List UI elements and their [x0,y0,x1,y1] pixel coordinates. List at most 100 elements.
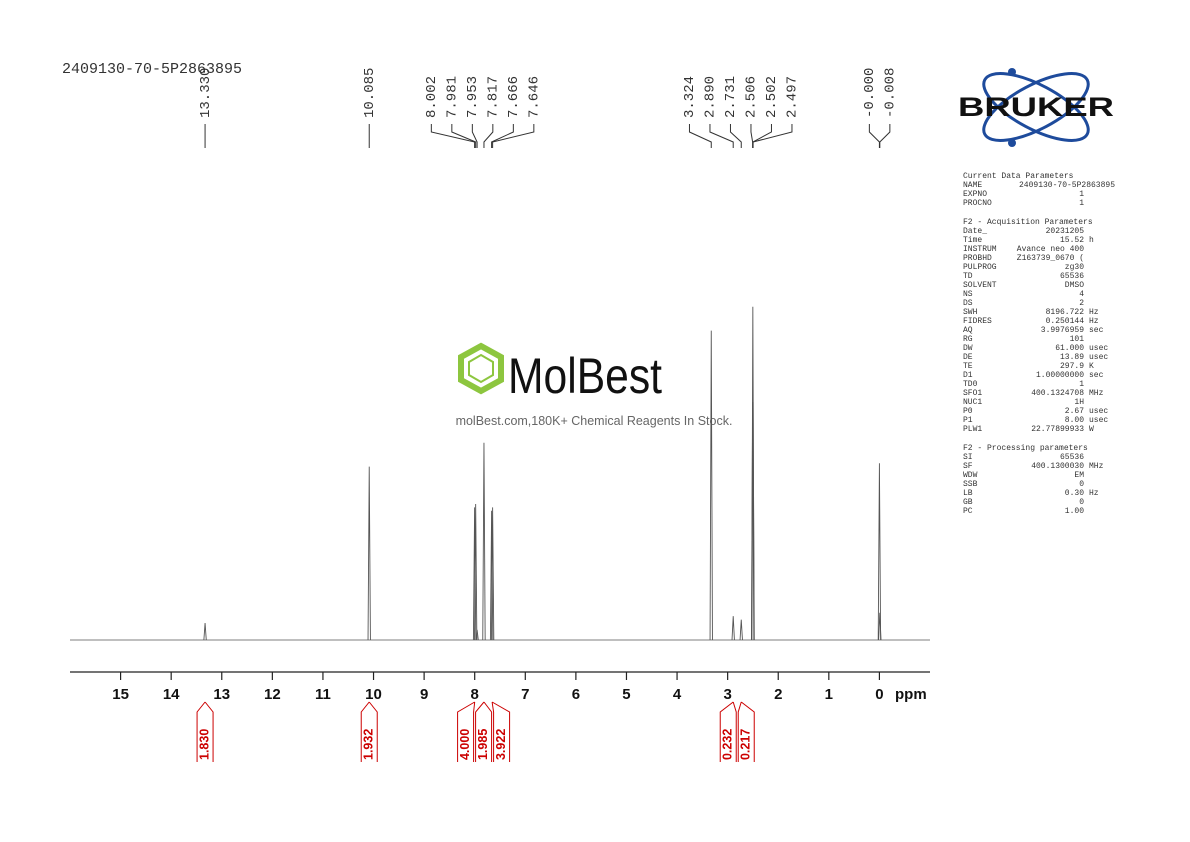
x-tick-label: 9 [420,686,428,703]
parameter-unit: MHz [1089,462,1104,471]
peak [878,612,882,641]
peak-connector [729,124,742,148]
peak-connector [471,124,478,148]
peak-label: -0.000 [862,68,878,118]
x-tick-label: 10 [365,686,382,703]
parameter-unit: Hz [1089,489,1099,498]
parameter-value: 101 [1070,335,1085,344]
parameter-key: INSTRUM [963,245,997,254]
peak [731,616,735,641]
peak-connector [483,124,494,148]
peak [877,463,882,641]
peak-connector [492,124,535,148]
peak-connector [879,124,891,148]
x-tick-label: 2 [774,686,782,703]
parameter-value: 0.30 [1065,489,1084,498]
parameter-key: D1 [963,371,973,380]
parameter-unit: Hz [1089,317,1099,326]
peak-connector [688,124,712,148]
x-tick-label: 12 [264,686,281,703]
parameter-unit: usec [1089,353,1108,362]
logo-orbit [982,72,1090,142]
watermark-name: MolBest [508,348,662,404]
x-tick-label: 6 [572,686,580,703]
x-tick-label: 11 [315,686,331,703]
parameter-value: 15.52 [1060,236,1084,245]
parameter-value: DMSO [1065,281,1084,290]
parameter-value: 65536 [1060,453,1084,462]
integral-label: 0.217 [739,729,753,760]
peak-label: 7.666 [506,76,522,118]
watermark-icon [458,342,504,395]
parameter-key: GB [963,498,973,507]
peak [482,442,486,641]
parameter-key: NAME [963,181,982,190]
integral-label: 0.232 [721,729,735,760]
parameter-section-title: F2 - Processing parameters [963,444,1088,453]
x-tick-label: 15 [112,686,129,703]
x-tick-label: 7 [521,686,529,703]
parameter-key: EXPNO [963,190,987,199]
parameter-value: 0 [1079,480,1084,489]
x-tick-label: 4 [673,686,682,703]
parameter-unit: usec [1089,416,1108,425]
parameter-key: Date_ [963,227,987,236]
integral-bracket [196,701,214,762]
x-tick-label: 0 [875,686,883,703]
peak [475,629,479,641]
peak-connector [709,124,734,148]
parameter-value: 297.9 [1060,362,1084,371]
parameter-key: WDW [963,471,978,480]
parameter-value: 2409130-70-5P2863895 [1019,181,1115,190]
peak-label: 2.497 [785,76,801,118]
parameter-value: 1.00 [1065,507,1084,516]
parameter-value: 1.00000000 [1036,371,1084,380]
parameter-value: 2.67 [1065,407,1084,416]
peak-label: 2.506 [744,76,760,118]
parameter-value: 1 [1079,190,1084,199]
parameter-value: 61.000 [1055,344,1084,353]
parameter-key: Time [963,236,982,245]
parameter-key: SI [963,453,973,462]
x-axis-label: ppm [895,686,927,703]
parameter-value: Z163739_0670 ( [1017,254,1084,263]
peak [203,622,207,641]
parameter-key: LB [963,489,973,498]
peak [474,503,478,641]
peak [367,466,371,641]
parameter-unit: K [1089,362,1094,371]
parameter-unit: usec [1089,344,1108,353]
parameter-key: DS [963,299,973,308]
parameter-section-title: F2 - Acquisition Parameters [963,218,1093,227]
brand-logo: BRUKER [958,68,1114,147]
parameter-unit: sec [1089,371,1104,380]
watermark-tagline: molBest.com,180K+ Chemical Reagents In S… [456,414,733,428]
parameter-key: NS [963,290,973,299]
parameter-value: EM [1074,471,1084,480]
parameter-key: P0 [963,407,973,416]
peak [490,507,495,641]
integral-label: 1.830 [197,729,211,760]
peak-label: 7.646 [527,76,543,118]
parameter-key: TE [963,362,973,371]
parameter-value: 3.9976959 [1041,326,1084,335]
peak-label: 10.085 [362,68,378,118]
parameter-value: 0 [1079,498,1084,507]
parameter-value: 22.77899933 [1031,425,1084,434]
logo-orbit [982,72,1090,142]
parameter-key: RG [963,335,973,344]
parameter-key: PROCNO [963,199,992,208]
parameter-key: PC [963,507,973,516]
parameter-key: TD0 [963,380,978,389]
peak-label: 2.731 [723,76,739,118]
peak [489,510,494,641]
integral-label: 4.000 [458,729,472,760]
x-tick-label: 13 [213,686,230,703]
parameter-value: 2 [1079,299,1084,308]
parameter-key: SFO1 [963,389,982,398]
parameter-key: P1 [963,416,973,425]
parameter-unit: MHz [1089,389,1104,398]
peak-connector [752,124,793,148]
parameter-key: PULPROG [963,263,997,272]
parameter-key: DW [963,344,973,353]
